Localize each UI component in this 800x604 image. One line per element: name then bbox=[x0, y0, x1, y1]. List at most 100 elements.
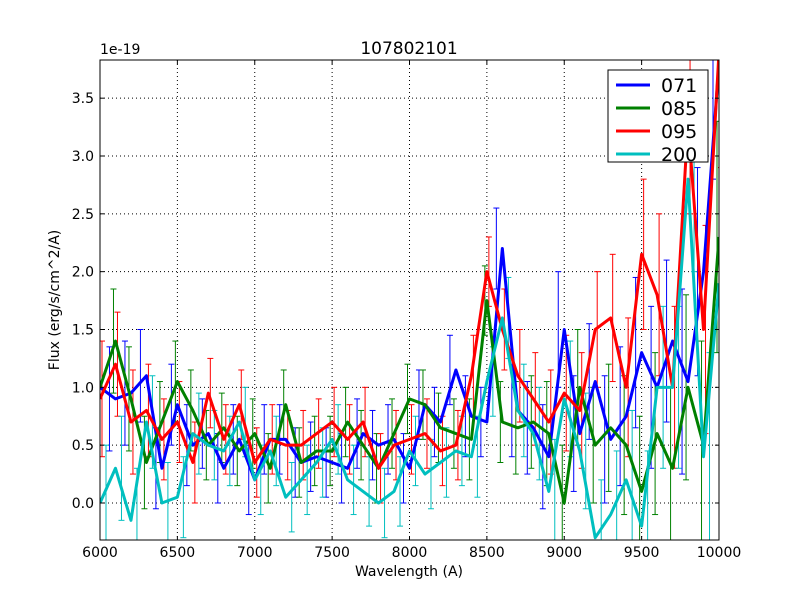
data-point-071 bbox=[486, 421, 488, 423]
data-point-095 bbox=[579, 409, 581, 411]
data-point-200 bbox=[470, 456, 472, 458]
data-point-095 bbox=[563, 392, 565, 394]
data-point-085 bbox=[486, 300, 488, 302]
data-point-095 bbox=[316, 433, 318, 435]
data-point-095 bbox=[641, 253, 643, 255]
y-tick-label: 2.0 bbox=[72, 265, 94, 281]
data-point-200 bbox=[238, 421, 240, 423]
data-point-200 bbox=[455, 450, 457, 452]
data-point-071 bbox=[610, 438, 612, 440]
data-point-071 bbox=[347, 467, 349, 469]
data-point-085 bbox=[331, 450, 333, 452]
data-point-071 bbox=[703, 271, 705, 273]
data-point-071 bbox=[439, 421, 441, 423]
data-point-095 bbox=[223, 438, 225, 440]
data-point-085 bbox=[130, 398, 132, 400]
data-point-071 bbox=[331, 462, 333, 464]
data-point-095 bbox=[145, 409, 147, 411]
data-point-071 bbox=[114, 398, 116, 400]
data-point-200 bbox=[641, 525, 643, 527]
data-point-095 bbox=[439, 450, 441, 452]
data-point-095 bbox=[424, 433, 426, 435]
data-point-085 bbox=[625, 444, 627, 446]
data-point-095 bbox=[501, 328, 503, 330]
x-tick-label: 8000 bbox=[392, 545, 428, 561]
data-point-071 bbox=[316, 456, 318, 458]
data-point-095 bbox=[238, 404, 240, 406]
data-point-071 bbox=[594, 381, 596, 383]
y-tick-label: 3.5 bbox=[72, 91, 94, 107]
data-point-095 bbox=[269, 438, 271, 440]
ticks: 6000 6500 7000 7500 8000 8500 9000 9500 10000 0.0… bbox=[72, 60, 741, 561]
data-point-200 bbox=[501, 317, 503, 319]
data-point-071 bbox=[145, 375, 147, 377]
data-point-095 bbox=[455, 444, 457, 446]
data-point-095 bbox=[300, 444, 302, 446]
y-offset-label: 1e-19 bbox=[100, 42, 140, 58]
data-point-071 bbox=[176, 404, 178, 406]
data-point-095 bbox=[362, 421, 364, 423]
data-point-095 bbox=[656, 294, 658, 296]
data-point-200 bbox=[378, 502, 380, 504]
y-tick-label: 0.0 bbox=[72, 496, 94, 512]
data-point-085 bbox=[362, 444, 364, 446]
legend-label-095: 095 bbox=[661, 121, 697, 143]
chart-title: 107802101 bbox=[360, 39, 457, 59]
data-point-200 bbox=[130, 519, 132, 521]
data-point-200 bbox=[300, 479, 302, 481]
data-point-095 bbox=[331, 421, 333, 423]
data-point-095 bbox=[393, 444, 395, 446]
data-point-071 bbox=[378, 444, 380, 446]
data-point-095 bbox=[114, 363, 116, 365]
data-point-071 bbox=[192, 444, 194, 446]
data-point-095 bbox=[610, 317, 612, 319]
data-point-085 bbox=[300, 462, 302, 464]
data-point-071 bbox=[455, 369, 457, 371]
data-point-200 bbox=[610, 514, 612, 516]
data-point-071 bbox=[548, 456, 550, 458]
y-tick-label: 0.5 bbox=[72, 438, 94, 454]
data-point-200 bbox=[563, 398, 565, 400]
x-tick-label: 7500 bbox=[314, 545, 350, 561]
x-tick-label: 6500 bbox=[160, 545, 196, 561]
data-point-095 bbox=[378, 467, 380, 469]
data-point-085 bbox=[238, 450, 240, 452]
data-point-200 bbox=[594, 537, 596, 539]
data-point-085 bbox=[470, 438, 472, 440]
data-point-085 bbox=[656, 433, 658, 435]
data-point-085 bbox=[439, 427, 441, 429]
data-point-095 bbox=[285, 444, 287, 446]
data-point-085 bbox=[548, 433, 550, 435]
data-point-085 bbox=[223, 427, 225, 429]
data-point-071 bbox=[207, 433, 209, 435]
data-point-200 bbox=[223, 450, 225, 452]
data-point-200 bbox=[285, 496, 287, 498]
data-point-071 bbox=[563, 328, 565, 330]
data-point-095 bbox=[594, 328, 596, 330]
data-point-085 bbox=[393, 433, 395, 435]
data-point-085 bbox=[269, 467, 271, 469]
data-point-095 bbox=[486, 271, 488, 273]
data-point-071 bbox=[641, 352, 643, 354]
data-point-200 bbox=[625, 479, 627, 481]
data-point-095 bbox=[161, 438, 163, 440]
data-point-085 bbox=[347, 421, 349, 423]
data-point-085 bbox=[532, 421, 534, 423]
data-point-085 bbox=[254, 433, 256, 435]
data-point-071 bbox=[362, 433, 364, 435]
y-tick-label: 2.5 bbox=[72, 207, 94, 223]
x-tick-label: 8500 bbox=[469, 545, 505, 561]
data-point-200 bbox=[409, 450, 410, 452]
data-point-071 bbox=[161, 467, 163, 469]
data-point-085 bbox=[610, 427, 612, 429]
x-tick-label: 7000 bbox=[237, 545, 273, 561]
data-point-095 bbox=[470, 375, 472, 377]
data-point-071 bbox=[501, 248, 503, 250]
data-point-085 bbox=[409, 398, 410, 400]
data-point-200 bbox=[393, 490, 395, 492]
data-point-071 bbox=[579, 433, 581, 435]
data-point-200 bbox=[362, 490, 364, 492]
data-point-095 bbox=[192, 462, 194, 464]
data-point-085 bbox=[161, 421, 163, 423]
y-tick-label: 3.0 bbox=[72, 149, 94, 165]
